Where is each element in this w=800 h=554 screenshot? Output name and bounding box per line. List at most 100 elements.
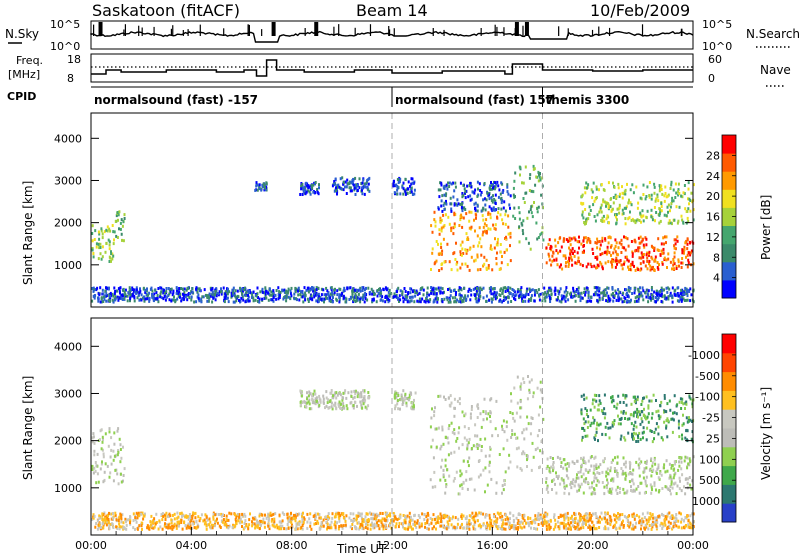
radar-cell — [141, 511, 144, 515]
radar-cell — [644, 291, 647, 294]
radar-cell — [335, 297, 338, 301]
radar-cell — [311, 298, 314, 302]
radar-cell — [637, 236, 640, 240]
radar-cell — [598, 298, 601, 302]
radar-cell — [454, 516, 457, 520]
radar-cell — [667, 210, 669, 214]
radar-cell — [116, 236, 119, 239]
radar-cell — [306, 391, 308, 395]
radar-cell — [107, 519, 110, 523]
radar-cell — [187, 286, 190, 290]
radar-cell — [677, 519, 680, 523]
radar-cell — [342, 180, 345, 184]
radar-cell — [566, 462, 569, 466]
radar-cell — [641, 209, 644, 213]
radar-cell — [550, 465, 553, 469]
radar-cell — [95, 245, 98, 249]
radar-cell — [302, 189, 305, 193]
radar-cell — [427, 527, 430, 531]
radar-cell — [654, 199, 657, 203]
radar-cell — [459, 243, 462, 247]
radar-cell — [387, 290, 390, 294]
radar-cell — [341, 513, 344, 516]
radar-cell — [672, 418, 675, 422]
radar-cell — [671, 527, 674, 531]
radar-cell — [330, 401, 333, 405]
radar-cell — [547, 252, 550, 256]
radar-cell — [615, 406, 618, 410]
radar-cell — [467, 238, 470, 241]
radar-cell — [648, 250, 651, 254]
radar-cell — [440, 218, 443, 222]
radar-cell — [654, 255, 657, 259]
radar-cell — [660, 300, 663, 303]
radar-cell — [164, 298, 167, 302]
radar-cell — [264, 295, 267, 299]
radar-cell — [688, 395, 691, 399]
radar-cell — [570, 486, 573, 490]
radar-cell — [618, 206, 621, 210]
radar-cell — [599, 515, 601, 519]
radar-cell — [482, 468, 485, 472]
radar-cell — [634, 395, 636, 399]
radar-cell — [587, 217, 590, 221]
radar-cell — [574, 294, 577, 297]
radar-cell — [95, 242, 98, 246]
radar-cell — [318, 394, 321, 398]
radar-cell — [124, 288, 127, 292]
radar-cell — [684, 407, 686, 410]
radar-cell — [391, 523, 394, 527]
radar-cell — [652, 468, 655, 472]
radar-cell — [567, 518, 570, 522]
radar-cell — [192, 511, 195, 515]
radar-cell — [410, 299, 413, 303]
radar-cell — [528, 388, 531, 392]
radar-cell — [283, 288, 286, 292]
radar-cell — [100, 229, 103, 233]
radar-cell — [627, 288, 630, 292]
radar-cell — [567, 260, 569, 264]
radar-cell — [393, 179, 395, 183]
radar-cell — [284, 291, 287, 295]
radar-cell — [500, 201, 503, 205]
radar-cell — [569, 252, 572, 256]
radar-cell — [344, 523, 347, 527]
radar-cell — [637, 249, 640, 253]
radar-cell — [584, 480, 587, 484]
radar-cell — [615, 256, 618, 260]
radar-cell — [437, 252, 440, 256]
radar-cell — [521, 431, 524, 435]
radar-cell — [489, 411, 492, 415]
radar-cell — [638, 410, 641, 414]
freq-tick-top: 18 — [67, 53, 81, 66]
radar-cell — [479, 268, 482, 271]
radar-cell — [102, 455, 105, 459]
radar-cell — [678, 400, 681, 404]
radar-cell — [534, 289, 536, 293]
radar-cell — [558, 525, 561, 528]
radar-cell — [634, 401, 637, 405]
radar-cell — [634, 398, 637, 402]
radar-cell — [623, 491, 626, 495]
radar-cell — [387, 297, 390, 301]
radar-cell — [227, 287, 229, 291]
colorbar-swatch — [722, 153, 736, 172]
radar-cell — [354, 183, 356, 187]
radar-cell — [557, 296, 559, 299]
radar-cell — [651, 461, 654, 465]
radar-cell — [591, 520, 594, 524]
radar-cell — [598, 526, 601, 529]
radar-cell — [91, 440, 94, 444]
radar-cell — [435, 294, 438, 298]
radar-cell — [461, 487, 464, 490]
radar-cell — [548, 466, 551, 470]
radar-cell — [651, 412, 654, 416]
colorbar-tick-label: 16 — [706, 211, 720, 224]
radar-cell — [308, 517, 311, 521]
radar-cell — [151, 521, 154, 525]
radar-cell — [504, 518, 507, 522]
radar-cell — [494, 199, 497, 203]
radar-cell — [681, 288, 684, 292]
radar-cell — [208, 517, 211, 521]
radar-cell — [164, 293, 167, 297]
